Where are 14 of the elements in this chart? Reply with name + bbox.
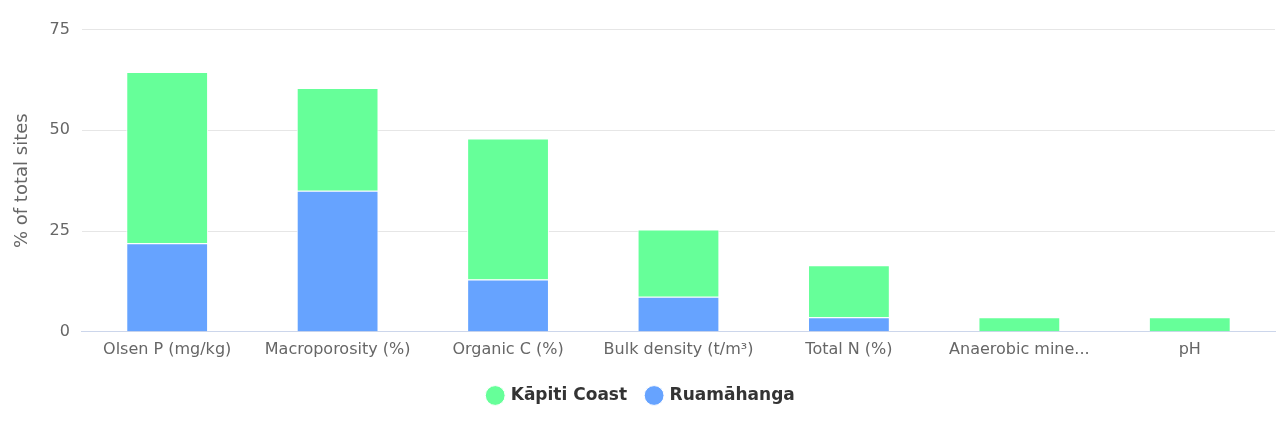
legend-label: Kāpiti Coast [510, 383, 628, 404]
x-tick-label: Olsen P (mg/kg) [103, 338, 232, 358]
y-tick-label: 25 [49, 220, 70, 240]
x-tick-label: Organic C (%) [452, 338, 564, 358]
y-tick-label: 75 [49, 18, 70, 38]
x-tick-label: Bulk density (t/m³) [603, 338, 754, 358]
x-tick-label: Macroporosity (%) [264, 338, 411, 358]
y-axis-title: % of total sites [10, 113, 32, 249]
x-tick-label: pH [1178, 338, 1201, 358]
x-tick-label: Anaerobic mine... [949, 338, 1090, 358]
y-tick-label: 0 [59, 320, 70, 340]
x-tick-label: Total N (%) [804, 338, 893, 358]
y-tick-label: 50 [49, 119, 70, 139]
legend-label: Ruamāhanga [669, 383, 795, 404]
